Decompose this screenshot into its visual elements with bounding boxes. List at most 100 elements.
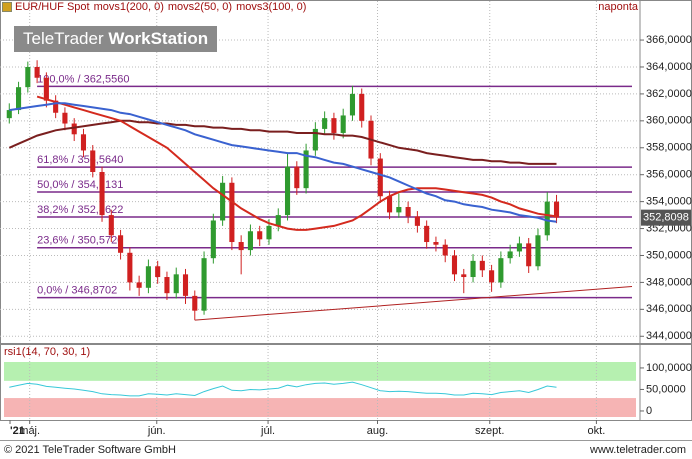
candle-body — [210, 220, 216, 259]
candle-body — [238, 242, 244, 251]
candle-body — [461, 274, 467, 278]
candle-body — [442, 244, 448, 256]
candle-body — [62, 112, 68, 124]
candle-body — [118, 235, 124, 253]
candle-body — [516, 243, 522, 252]
candle-body — [544, 201, 550, 236]
overbought-zone — [4, 362, 636, 381]
last-price-label: 352,8098 — [643, 212, 689, 224]
watermark: TeleTrader WorkStation — [14, 26, 218, 52]
fib-label: 100,0% / 362,5560 — [37, 73, 129, 85]
candle-body — [507, 251, 513, 259]
candle-body — [266, 225, 272, 240]
candle-body — [34, 66, 40, 78]
candle-body — [553, 201, 560, 218]
candle-body — [108, 215, 114, 236]
x-tick-label: szept. — [475, 425, 504, 437]
candle-body — [498, 258, 504, 283]
candle-body — [359, 93, 365, 121]
chart: 344,0000346,0000348,0000350,0000352,0000… — [0, 0, 692, 437]
fib-label: 23,6% / 350,5720 — [37, 235, 123, 247]
candle-body — [182, 274, 189, 296]
rsi-tick-label: 100,0000 — [646, 362, 692, 374]
candle-body — [229, 182, 235, 243]
fib-label: 50,0% / 354,7131 — [37, 179, 123, 191]
fib-label: 61,8% / 356,5640 — [37, 154, 123, 166]
candle-body — [127, 252, 133, 283]
candle-body — [164, 277, 170, 294]
candle-body — [322, 118, 328, 129]
rsi-name: rsi1(14, 70, 30, 1) — [4, 346, 90, 358]
candle-body — [396, 207, 402, 213]
y-tick-label: 358,0000 — [646, 142, 692, 154]
brand: TeleTrader — [23, 29, 104, 48]
moving-average — [36, 95, 557, 231]
candle-body — [155, 266, 161, 278]
candle-body — [136, 282, 142, 288]
candle-body — [294, 166, 300, 189]
candle-body — [451, 255, 458, 275]
candle-body — [80, 134, 87, 151]
candle-body — [99, 172, 105, 216]
candle-body — [535, 235, 541, 267]
last-price-box — [641, 209, 691, 226]
candle-body — [90, 150, 96, 172]
y-tick-label: 344,0000 — [646, 330, 692, 342]
candle-body — [312, 128, 318, 151]
x-tick-label: aug. — [367, 425, 388, 437]
instrument: EUR/HUF Spot — [15, 1, 90, 13]
trendline — [194, 285, 633, 321]
x-tick-label: júl. — [260, 425, 275, 437]
x-tick-label: jún. — [147, 425, 166, 437]
candle-body — [201, 258, 207, 311]
legend-entry: movs3(100, 0) — [236, 1, 307, 13]
candle-body — [6, 110, 12, 119]
candle-body — [145, 266, 151, 288]
candle-body — [349, 93, 356, 116]
candle-body — [377, 158, 383, 197]
y-tick-label: 366,0000 — [646, 34, 692, 46]
candle-body — [192, 295, 198, 311]
interval: naponta — [598, 1, 638, 13]
candle-body — [71, 123, 77, 135]
x-tick-label: okt. — [588, 425, 606, 437]
candle-body — [43, 77, 49, 101]
candle-body — [303, 150, 309, 189]
legend-entry: movs2(50, 0) — [167, 1, 233, 13]
chart-header: EUR/HUF Spot movs1(200, 0) movs2(50, 0) mov… — [2, 1, 310, 13]
rsi-tick-label: 0 — [646, 405, 652, 417]
moving-average — [8, 119, 557, 165]
candle-body — [331, 118, 337, 133]
candle-body — [470, 260, 476, 278]
fib-label: 38,2% / 352,8622 — [37, 204, 123, 216]
y-tick-label: 356,0000 — [646, 169, 692, 181]
y-tick-label: 360,0000 — [646, 115, 692, 127]
url[interactable]: www.teletrader.com — [590, 444, 686, 456]
fib-label: 0,0% / 346,8702 — [37, 285, 117, 297]
candle-body — [275, 215, 281, 226]
rsi-tick-label: 50,0000 — [646, 383, 686, 395]
candle-body — [405, 207, 411, 217]
icon — [2, 2, 12, 13]
x-tick-label: máj. — [19, 425, 40, 437]
candle-body — [424, 225, 430, 243]
y-tick-label: 362,0000 — [646, 88, 692, 100]
candle-body — [479, 260, 485, 271]
moving-average — [9, 102, 557, 223]
candle-body — [526, 243, 532, 267]
product: WorkStation — [108, 29, 209, 48]
candle-body — [173, 274, 179, 294]
y-tick-label: 348,0000 — [646, 276, 692, 288]
y-tick-label: 354,0000 — [646, 196, 692, 208]
candle-body — [284, 166, 291, 216]
candle-body — [433, 242, 439, 245]
x-tick-label: '21 — [10, 425, 25, 437]
candle-body — [257, 231, 263, 240]
oversold-zone — [4, 398, 636, 417]
rsi-line — [9, 381, 557, 397]
candle-body — [489, 270, 495, 283]
candle-body — [387, 196, 393, 213]
y-tick-label: 364,0000 — [646, 61, 692, 73]
legend-entry: movs1(200, 0) — [93, 1, 164, 13]
